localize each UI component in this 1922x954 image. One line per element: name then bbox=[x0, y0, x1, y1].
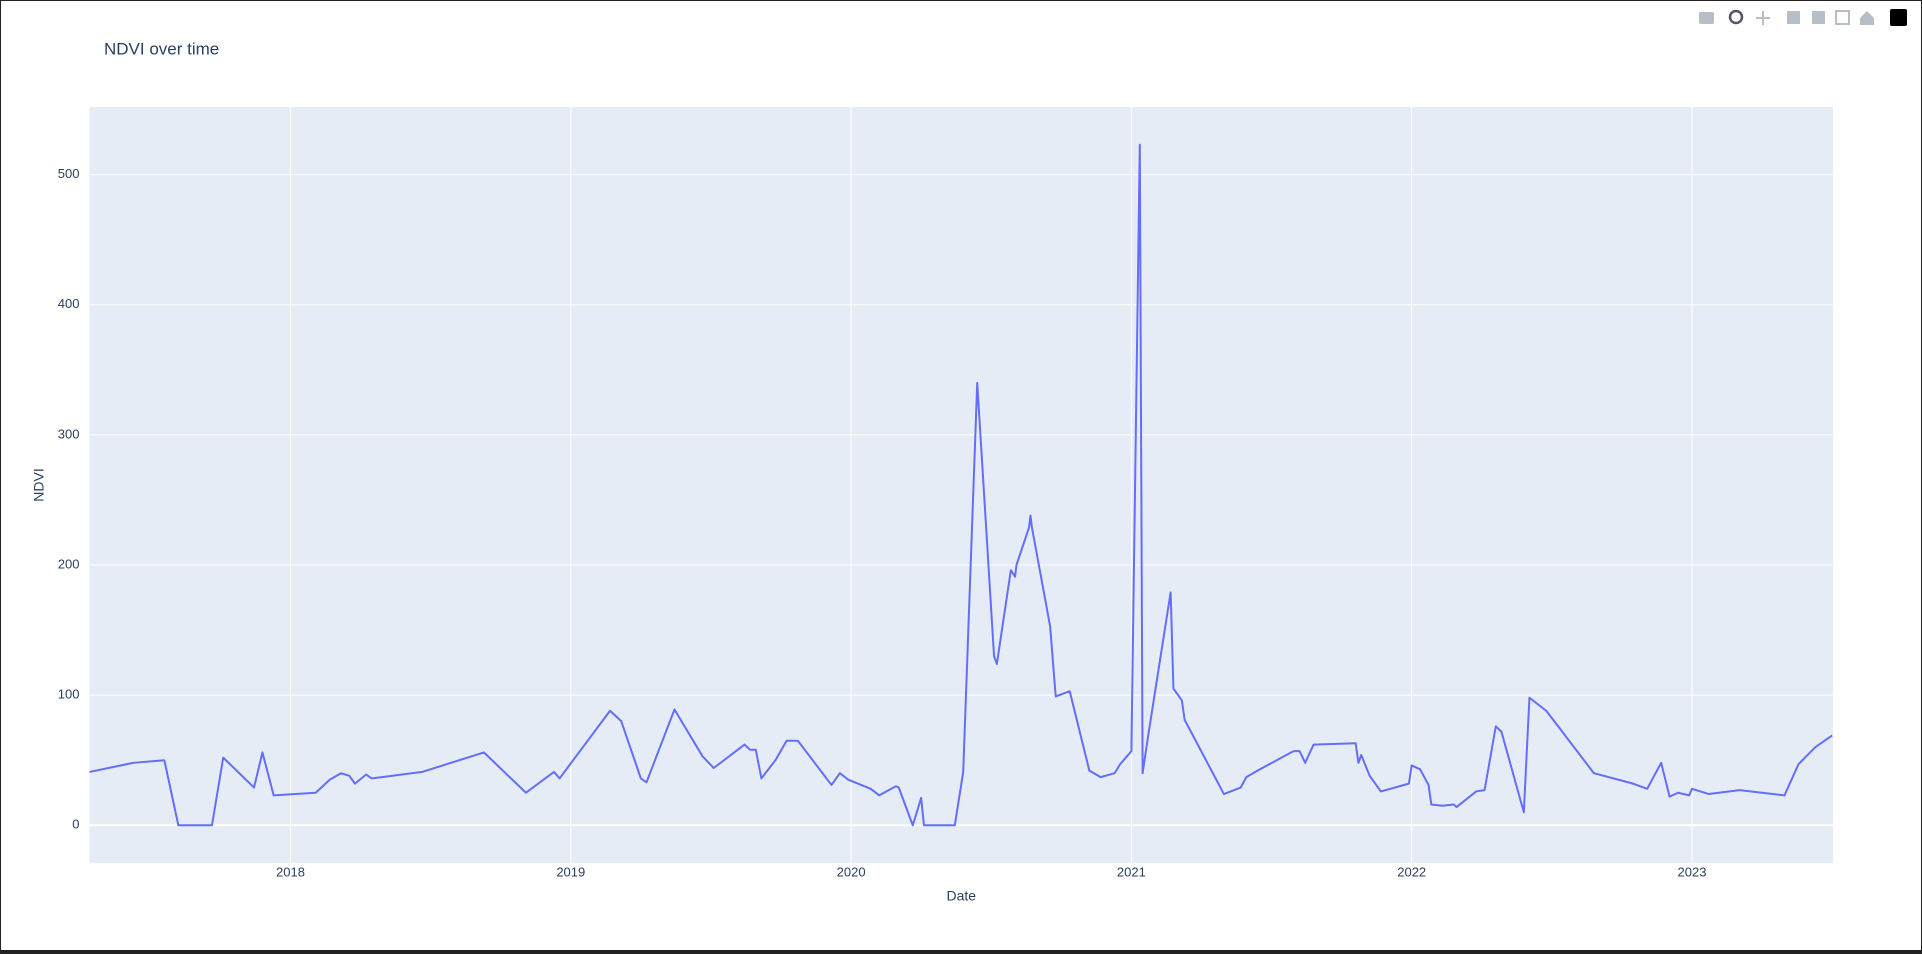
zoom-out-button[interactable] bbox=[1812, 11, 1825, 24]
marks bbox=[89, 143, 1833, 827]
data-line bbox=[89, 143, 1833, 827]
y-tick-label: 200 bbox=[58, 556, 80, 571]
x-tick-label: 2020 bbox=[837, 864, 866, 879]
autoscale-button[interactable] bbox=[1835, 10, 1850, 25]
x-tick-label: 2022 bbox=[1397, 864, 1426, 879]
plot-area bbox=[89, 107, 1833, 863]
x-tick-label: 2021 bbox=[1117, 864, 1146, 879]
zoom-in-button[interactable] bbox=[1787, 11, 1800, 24]
x-tick-label: 2019 bbox=[556, 864, 585, 879]
frame-bottom bbox=[0, 950, 1922, 954]
y-tick-label: 0 bbox=[72, 817, 79, 832]
plotly-logo[interactable] bbox=[1890, 9, 1907, 26]
pan-button[interactable] bbox=[1756, 11, 1770, 25]
modebar bbox=[1699, 9, 1907, 26]
x-tick-label: 2023 bbox=[1678, 864, 1707, 879]
y-tick-label: 300 bbox=[58, 426, 80, 441]
camera-button[interactable] bbox=[1699, 12, 1714, 24]
grid bbox=[89, 107, 1833, 863]
y-tick-label: 400 bbox=[58, 296, 80, 311]
y-axis-title: NDVI bbox=[31, 468, 47, 501]
y-tick-label: 100 bbox=[58, 687, 80, 702]
y-tick-label: 500 bbox=[58, 166, 80, 181]
x-axis-title: Date bbox=[946, 888, 976, 904]
reset-button[interactable] bbox=[1860, 11, 1874, 25]
chart-title: NDVI over time bbox=[104, 39, 219, 58]
x-tick-label: 2018 bbox=[276, 864, 305, 879]
zoom-button[interactable] bbox=[1728, 9, 1744, 25]
